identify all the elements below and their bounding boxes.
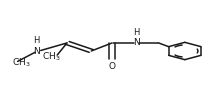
Text: CH$_3$: CH$_3$	[42, 51, 61, 63]
Text: O: O	[109, 62, 116, 71]
Text: CH$_3$: CH$_3$	[12, 57, 31, 69]
Text: H: H	[34, 36, 40, 45]
Text: H: H	[133, 28, 139, 37]
Text: N: N	[33, 47, 40, 55]
Text: N: N	[133, 38, 140, 47]
